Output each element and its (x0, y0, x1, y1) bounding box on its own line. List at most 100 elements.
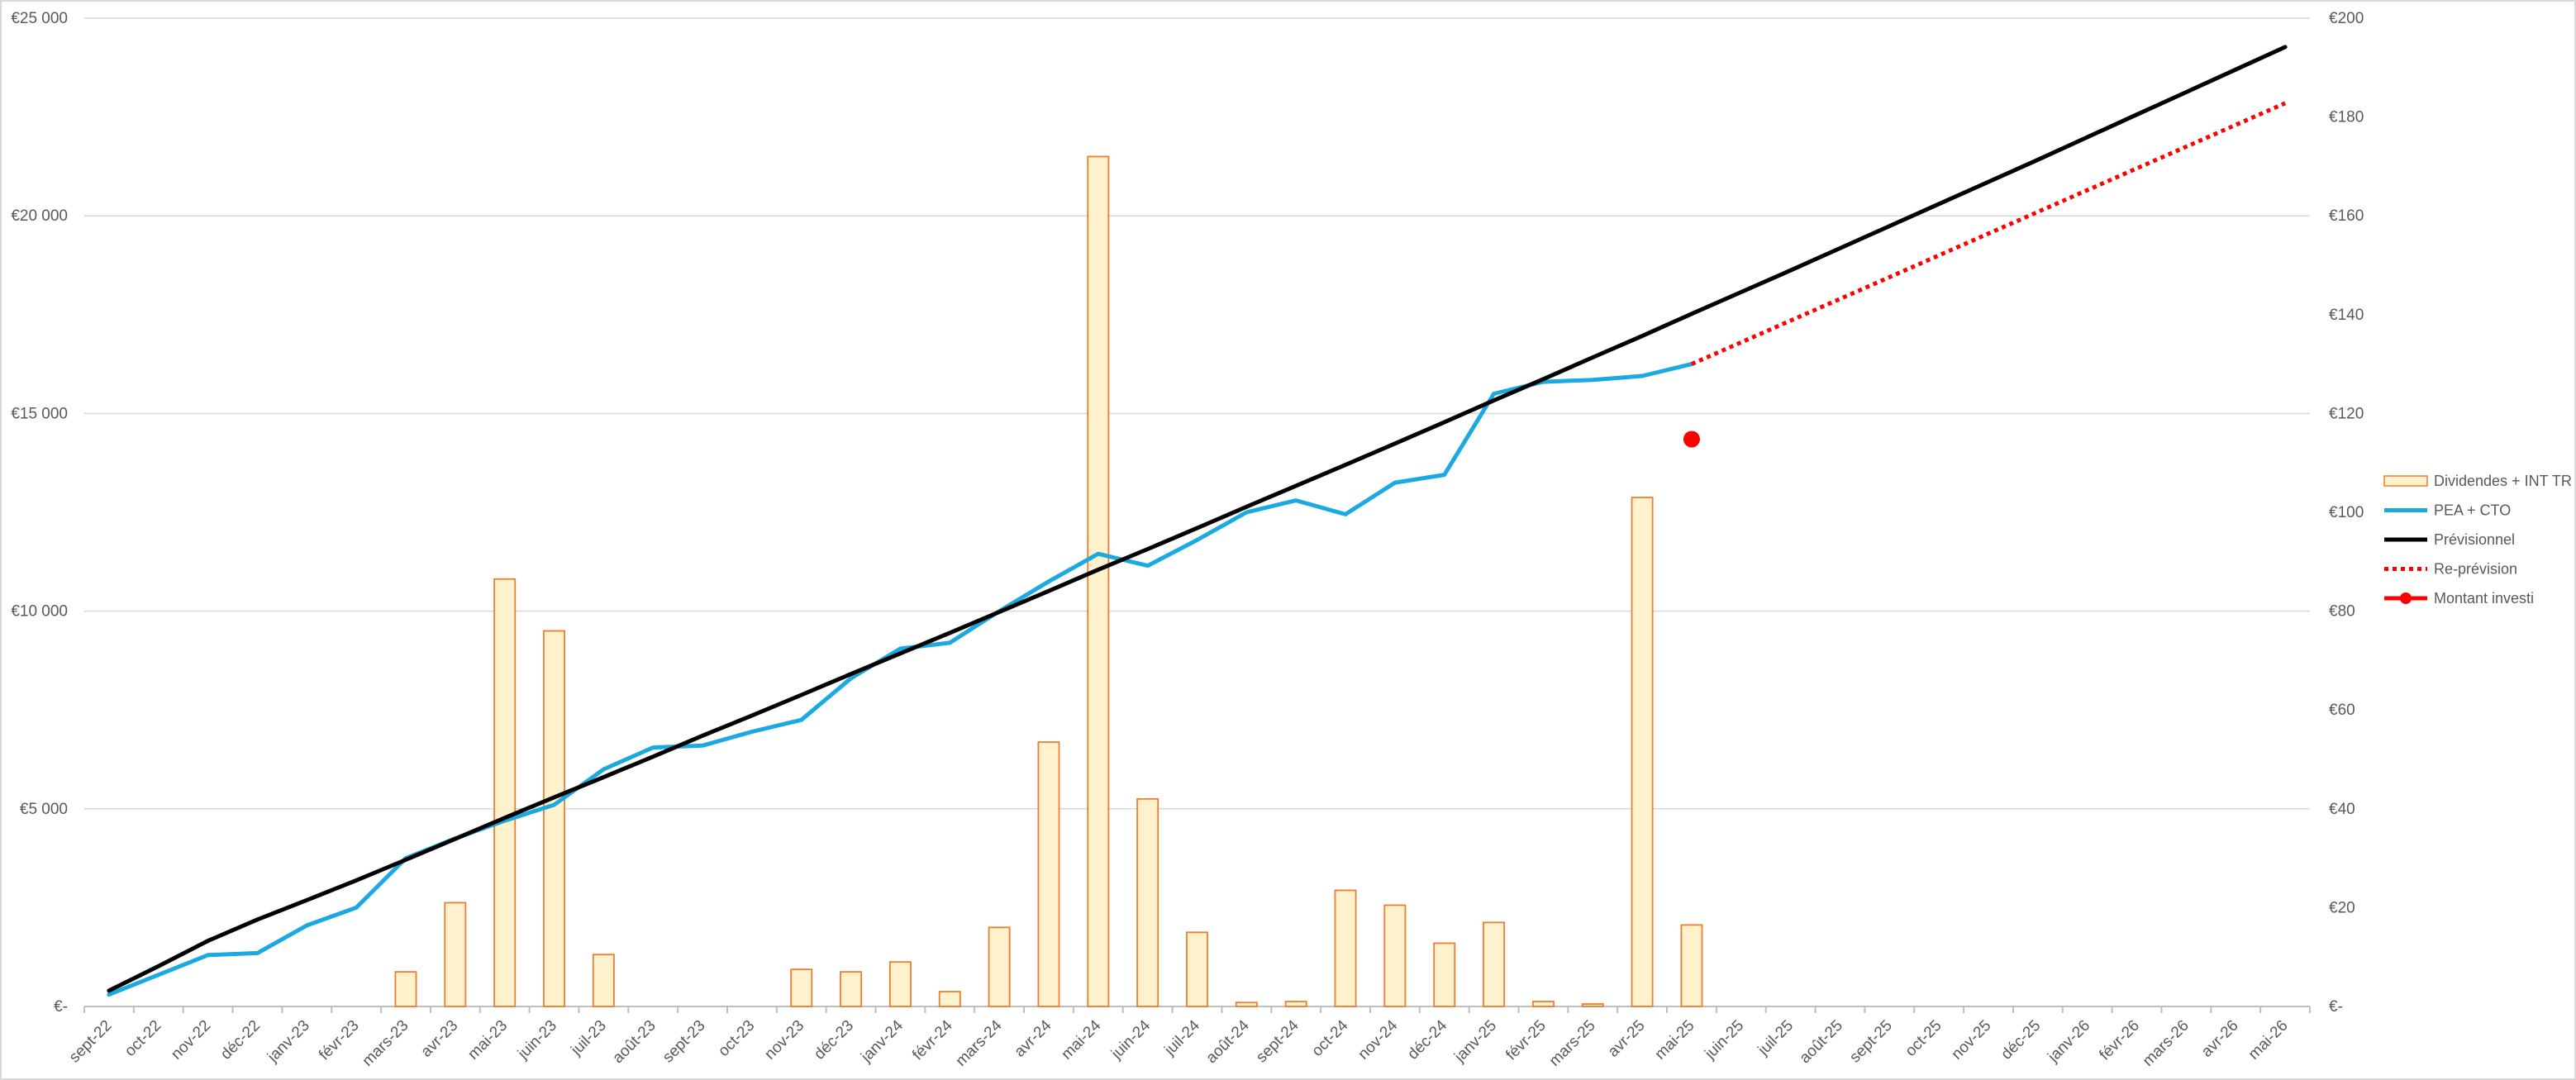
bar (1433, 942, 1456, 1007)
marker-series (1683, 431, 1700, 448)
x-tick-label: mars-23 (359, 1017, 412, 1070)
x-tick-label: oct-25 (1902, 1017, 1945, 1060)
x-tick-label: sept-24 (1253, 1016, 1302, 1066)
y-right-tick-label: €40 (2329, 801, 2355, 818)
y-right-tick-label: €100 (2329, 504, 2364, 521)
legend: Dividendes + INT TR PEA + CTO Prévisionnel… (2383, 473, 2572, 607)
x-tick-label: août-23 (609, 1017, 659, 1067)
x-tick-label: déc-22 (217, 1017, 264, 1063)
bar (1087, 155, 1110, 1007)
legend-item: PEA + CTO (2384, 502, 2511, 519)
x-tick-label: avr-24 (1012, 1016, 1055, 1060)
bar (840, 971, 863, 1007)
legend-label: Dividendes + INT TR (2434, 473, 2572, 489)
bar (790, 968, 813, 1007)
bar (592, 954, 615, 1007)
x-tick-label: nov-22 (168, 1017, 214, 1063)
legend-label: Re-prévision (2434, 561, 2517, 578)
legend-label: Montant investi (2434, 590, 2534, 607)
x-tick-label: nov-23 (761, 1017, 807, 1063)
x-tick-label: oct-23 (715, 1017, 758, 1060)
bar (1136, 797, 1159, 1007)
y-right-tick-label: €140 (2329, 307, 2364, 324)
x-tick-label: déc-25 (1997, 1017, 2044, 1063)
x-tick-label: janv-23 (264, 1017, 313, 1067)
y-left-tick-label: €5 000 (20, 801, 68, 818)
x-tick-label: déc-24 (1404, 1016, 1450, 1063)
bar (1186, 931, 1208, 1007)
y-right-tick-label: €160 (2329, 207, 2364, 225)
x-tick-label: avr-25 (1605, 1017, 1649, 1061)
x-tick-label: avr-26 (2198, 1017, 2242, 1061)
x-tick-label: mai-26 (2245, 1017, 2292, 1063)
y-right-tick-label: €60 (2329, 702, 2355, 719)
x-tick-label: janv-24 (857, 1016, 907, 1066)
y-left-tick-label: €15 000 (11, 405, 68, 422)
x-tick-label: févr-26 (2096, 1017, 2143, 1064)
x-tick-label: févr-24 (909, 1016, 956, 1063)
bar (493, 578, 517, 1007)
bar (1334, 889, 1357, 1007)
x-tick-label: juin-24 (1107, 1016, 1154, 1063)
line-series (107, 45, 2288, 997)
x-tick-label: juil-23 (567, 1017, 609, 1059)
bar (543, 630, 565, 1007)
bar (1680, 924, 1703, 1007)
legend-swatch (2383, 475, 2428, 487)
y-right-tick-label: €80 (2329, 603, 2355, 621)
bar (1037, 741, 1060, 1007)
bar (444, 902, 467, 1007)
bar (1284, 1001, 1307, 1007)
legend-marker (2400, 592, 2412, 604)
series-line (107, 45, 2288, 993)
x-tick-label: mars-24 (953, 1016, 1006, 1069)
x-tick-label: déc-23 (811, 1017, 857, 1063)
x-tick-label: sept-25 (1846, 1017, 1896, 1067)
x-tick-label: oct-22 (121, 1017, 164, 1060)
bar (938, 991, 961, 1007)
series-line (107, 362, 1694, 997)
legend-item: Prévisionnel (2384, 531, 2515, 548)
y-left-tick-label: €25 000 (11, 10, 68, 27)
x-tick-label: févr-23 (316, 1017, 363, 1064)
x-tick-label: sept-23 (659, 1017, 709, 1067)
x-tick-label: mars-26 (2140, 1017, 2193, 1070)
x-tick-label: mai-24 (1058, 1016, 1104, 1063)
y-right-tick-label: €180 (2329, 109, 2364, 126)
bar (888, 961, 912, 1007)
legend-label: Prévisionnel (2434, 531, 2515, 548)
legend-item: Re-prévision (2384, 561, 2517, 578)
x-tick-label: juil-25 (1755, 1017, 1797, 1059)
y-right-tick-label: €- (2329, 998, 2343, 1016)
bar (394, 971, 417, 1007)
bar (1631, 497, 1654, 1007)
x-tick-label: avr-23 (417, 1017, 461, 1061)
x-tick-label: août-24 (1202, 1016, 1253, 1067)
marker-point (1683, 431, 1700, 448)
x-tick-label: août-25 (1797, 1017, 1846, 1067)
bar-series-dividendes (394, 155, 1703, 1007)
x-tick-label: nov-25 (1949, 1017, 1995, 1063)
x-tick-label: janv-26 (2045, 1017, 2094, 1067)
x-tick-label: juin-25 (1701, 1017, 1747, 1063)
bar (1581, 1003, 1604, 1007)
x-tick-label: févr-25 (1502, 1017, 1550, 1064)
bar (1383, 904, 1407, 1007)
bar (1483, 921, 1506, 1007)
bar (988, 926, 1011, 1007)
gridlines (83, 17, 2311, 1013)
x-tick-label: oct-24 (1308, 1016, 1351, 1059)
y-left-tick-label: €10 000 (11, 603, 68, 621)
x-axis-labels: sept-22 oct-22 nov-22 déc-22 janv-23 févr-23m… (66, 1016, 2292, 1069)
x-tick-label: juil-24 (1161, 1016, 1204, 1059)
y-left-tick-label: €20 000 (11, 207, 68, 225)
x-tick-label: mars-25 (1546, 1017, 1599, 1070)
x-tick-label: nov-24 (1355, 1016, 1401, 1063)
legend-item: Montant investi (2384, 590, 2534, 607)
bar (1531, 1001, 1555, 1007)
y-left-axis-labels: €- €5 000 €10 000 €15 000 €20 000 €25 000 (11, 10, 68, 1016)
x-tick-label: juin-23 (514, 1017, 560, 1063)
x-tick-label: mai-23 (464, 1017, 511, 1063)
